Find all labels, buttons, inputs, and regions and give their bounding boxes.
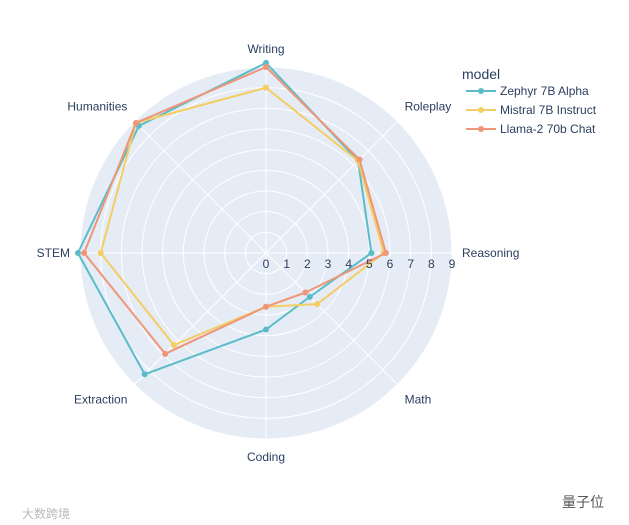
point-mistral-7b-instruct-math bbox=[314, 301, 321, 308]
point-mistral-7b-instruct-writing bbox=[263, 84, 269, 91]
legend-label: Mistral 7B Instruct bbox=[500, 103, 597, 117]
axis-label-humanities: Humanities bbox=[67, 99, 127, 113]
point-mistral-7b-instruct-extraction bbox=[170, 342, 177, 349]
point-zephyr-7b-alpha-math bbox=[306, 293, 313, 300]
legend-item-mistral-7b-instruct[interactable]: Mistral 7B Instruct bbox=[466, 103, 597, 117]
angular-gridline-roleplay bbox=[265, 121, 398, 254]
legend-swatch-marker bbox=[478, 88, 484, 94]
angular-gridline-math bbox=[265, 252, 398, 385]
point-zephyr-7b-alpha-writing bbox=[263, 59, 269, 66]
axis-label-coding: Coding bbox=[247, 450, 285, 464]
radial-tick-8: 8 bbox=[428, 257, 435, 271]
point-llama-2-70b-chat-stem bbox=[81, 250, 88, 256]
legend-item-zephyr-7b-alpha[interactable]: Zephyr 7B Alpha bbox=[466, 84, 589, 98]
radial-tick-7: 7 bbox=[407, 257, 414, 271]
watermark-right: 量子位 bbox=[562, 494, 604, 510]
radial-tick-3: 3 bbox=[325, 257, 332, 271]
series-llama-2-70b-chat bbox=[81, 64, 389, 357]
point-zephyr-7b-alpha-stem bbox=[74, 250, 81, 256]
axis-label-writing: Writing bbox=[247, 42, 284, 56]
point-llama-2-70b-chat-math bbox=[302, 289, 309, 296]
point-llama-2-70b-chat-extraction bbox=[162, 350, 169, 357]
series-layer bbox=[74, 59, 389, 378]
angular-gridline-extraction bbox=[134, 252, 267, 385]
point-zephyr-7b-alpha-reasoning bbox=[368, 250, 375, 256]
point-mistral-7b-instruct-stem bbox=[97, 250, 104, 256]
point-llama-2-70b-chat-writing bbox=[263, 64, 269, 70]
radial-tick-1: 1 bbox=[283, 257, 290, 271]
radial-tick-4: 4 bbox=[345, 257, 352, 271]
point-zephyr-7b-alpha-extraction bbox=[141, 371, 148, 378]
legend-title: model bbox=[462, 66, 500, 82]
legend-items: Zephyr 7B Alpha Mistral 7B Instruct Llama-… bbox=[466, 84, 597, 136]
radial-tick-2: 2 bbox=[304, 257, 311, 271]
axis-label-extraction: Extraction bbox=[74, 393, 127, 407]
legend-swatch-marker bbox=[478, 107, 484, 113]
point-llama-2-70b-chat-reasoning bbox=[382, 250, 389, 256]
radial-tick-5: 5 bbox=[366, 257, 373, 271]
axis-label-stem: STEM bbox=[37, 246, 70, 260]
point-zephyr-7b-alpha-coding bbox=[263, 326, 269, 333]
point-llama-2-70b-chat-humanities bbox=[132, 119, 139, 126]
angular-gridline-humanities bbox=[134, 121, 267, 254]
legend-label: Llama-2 70b Chat bbox=[500, 122, 596, 136]
axis-label-reasoning: Reasoning bbox=[462, 246, 519, 260]
legend-label: Zephyr 7B Alpha bbox=[500, 84, 589, 98]
watermark-left: 大数跨境 bbox=[22, 507, 71, 521]
radial-tick-9: 9 bbox=[449, 257, 456, 271]
axis-label-roleplay: Roleplay bbox=[405, 99, 452, 113]
radial-tick-6: 6 bbox=[387, 257, 394, 271]
legend-item-llama-2-70b-chat[interactable]: Llama-2 70b Chat bbox=[466, 122, 596, 136]
legend-swatch-marker bbox=[478, 126, 484, 132]
axis-label-math: Math bbox=[405, 393, 432, 407]
point-llama-2-70b-chat-coding bbox=[263, 303, 269, 310]
legend: model Zephyr 7B Alpha Mistral 7B Instruct… bbox=[462, 66, 597, 136]
point-llama-2-70b-chat-roleplay bbox=[356, 156, 363, 163]
angular-axis-labels: Writing Roleplay Reasoning Math Coding Extrac… bbox=[37, 42, 520, 464]
radial-tick-0: 0 bbox=[263, 257, 270, 271]
